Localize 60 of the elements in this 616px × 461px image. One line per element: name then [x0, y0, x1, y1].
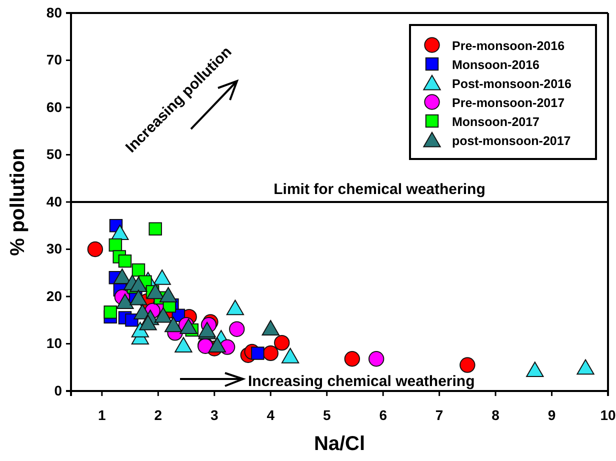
point [368, 351, 384, 367]
y-tick-label: 60 [46, 98, 62, 115]
y-tick-label: 0 [54, 382, 62, 398]
point [164, 316, 182, 332]
point [526, 362, 544, 378]
x-axis-title: Na/Cl [314, 433, 366, 455]
point [226, 300, 244, 316]
y-tick-label: 20 [46, 288, 62, 304]
y-tick-label: 30 [46, 240, 62, 257]
point [130, 290, 148, 306]
y-tick-label: 10 [46, 335, 62, 352]
point [113, 268, 131, 284]
point [262, 320, 280, 336]
x-tick-label: 1 [98, 406, 106, 423]
point [262, 345, 278, 362]
point [576, 359, 594, 375]
point [146, 284, 164, 300]
y-tick-label: 70 [46, 52, 62, 68]
x-tick-label: 6 [379, 406, 388, 423]
point [116, 294, 134, 310]
point [87, 241, 104, 258]
legend-label: Monsoon-2016 [452, 58, 540, 72]
legend-label: Pre-monsoon-2017 [452, 96, 565, 110]
point [251, 346, 264, 360]
point [104, 305, 117, 319]
y-tick-label: 50 [46, 146, 62, 162]
point [111, 224, 129, 240]
x-tick-label: 5 [322, 406, 331, 423]
x-tick-label: 10 [600, 406, 616, 423]
point [153, 269, 171, 285]
point [139, 314, 157, 330]
point [460, 357, 476, 373]
y-tick-label: 80 [46, 4, 62, 20]
x-tick-label: 7 [435, 406, 444, 423]
point [118, 254, 132, 268]
legend-label: Post-monsoon-2016 [452, 77, 572, 91]
x-tick-label: 4 [266, 406, 275, 423]
point [281, 348, 300, 364]
point [229, 321, 245, 337]
legend-label: post-monsoon-2017 [452, 134, 571, 148]
point [130, 276, 148, 292]
point [132, 263, 146, 277]
point [344, 351, 360, 367]
x-tick-label: 3 [210, 406, 218, 423]
y-tick-label: 40 [46, 193, 62, 210]
point [148, 222, 162, 236]
x-tick-label: 9 [548, 406, 556, 423]
x-tick-label: 2 [154, 406, 162, 423]
point [208, 337, 226, 352]
ref-line-label: Limit for chemical weathering [274, 181, 486, 198]
point [180, 318, 198, 334]
point [274, 334, 290, 351]
y-axis-title: % pollution [7, 148, 29, 256]
point [159, 286, 178, 302]
point [174, 337, 192, 352]
annotation: Increasing chemical weathering [248, 373, 475, 390]
x-tick-label: 8 [492, 406, 500, 423]
legend-label: Pre-monsoon-2016 [452, 39, 565, 53]
legend-label: Monsoon-2017 [452, 115, 540, 129]
point [154, 307, 172, 323]
